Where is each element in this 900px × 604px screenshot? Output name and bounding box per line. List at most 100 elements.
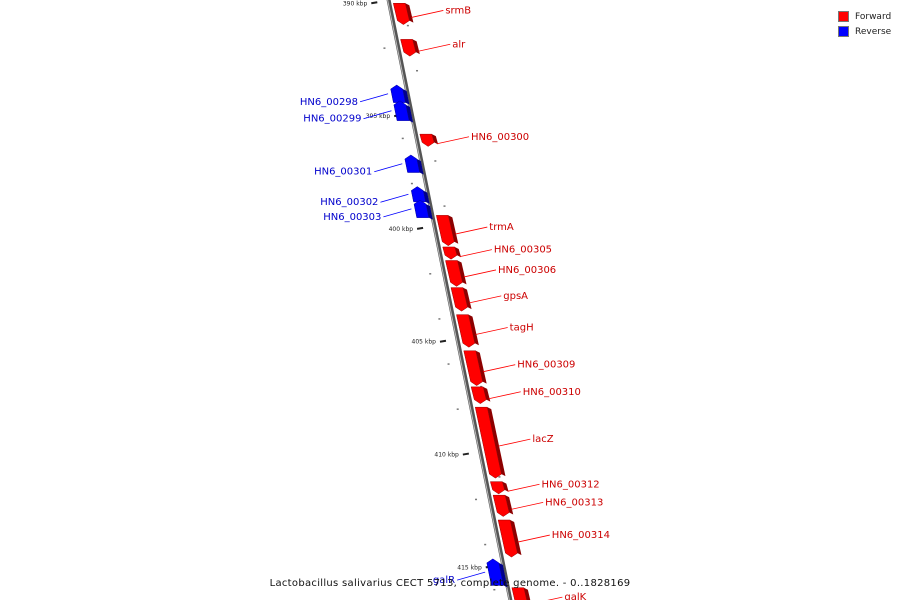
gene-label: srmB <box>445 5 471 16</box>
gene-label-leader <box>363 110 392 120</box>
legend: Forward Reverse <box>838 9 891 39</box>
forward-swatch-icon <box>838 11 849 22</box>
gene-body <box>390 84 406 103</box>
gene-side <box>454 246 462 258</box>
gene-label-leader <box>511 501 544 510</box>
gene-side <box>426 204 433 220</box>
gene-label-leader <box>517 534 550 543</box>
gene-label: HN6_00314 <box>552 530 610 541</box>
reverse-swatch-icon <box>838 26 849 37</box>
gene-label: HN6_00300 <box>471 132 529 143</box>
gene-body <box>490 481 505 495</box>
gene-body <box>470 386 487 404</box>
gene-body <box>511 587 527 600</box>
major-tick-label: 395 kbp <box>366 113 391 120</box>
legend-item-reverse: Reverse <box>838 24 891 39</box>
gene-label: HN6_00313 <box>545 497 603 508</box>
gene-side <box>498 562 508 588</box>
gene-label-leader <box>488 391 521 400</box>
gene-side <box>487 407 506 477</box>
gene-side <box>423 190 430 204</box>
gene-label: HN6_00306 <box>498 265 556 276</box>
gene-label-leader <box>359 93 389 103</box>
minor-tick <box>410 182 413 185</box>
gene-HN6_00305 <box>442 246 462 260</box>
gene-HN6_00309 <box>463 350 487 386</box>
gene-label-leader <box>498 438 531 447</box>
major-tick <box>462 452 470 456</box>
genome-backbone <box>386 0 513 600</box>
minor-tick <box>401 137 404 140</box>
gene-body <box>463 350 483 386</box>
minor-tick <box>484 543 487 546</box>
gene-side <box>468 314 479 346</box>
gene-label: galK <box>564 592 586 600</box>
minor-tick <box>438 318 441 320</box>
minor-tick <box>416 69 419 72</box>
gene-label: HN6_00309 <box>517 360 575 371</box>
minor-tick <box>493 588 496 591</box>
minor-tick <box>447 363 450 365</box>
minor-tick <box>475 498 478 501</box>
gene-tagH <box>456 314 479 348</box>
gene-side <box>416 158 424 175</box>
minor-tick <box>429 273 432 275</box>
gene-HN6_00313 <box>492 494 514 517</box>
gene-label-leader <box>469 295 502 304</box>
gene-body <box>450 287 468 312</box>
legend-label-forward: Forward <box>855 11 892 22</box>
gene-label: trmA <box>489 222 514 233</box>
gene-body <box>419 133 435 147</box>
gene-side <box>505 495 514 515</box>
gene-side <box>457 260 467 285</box>
gene-HN6_00306 <box>445 260 467 287</box>
gene-side <box>510 520 522 556</box>
major-tick <box>371 1 378 5</box>
gene-side <box>475 350 487 384</box>
gene-side <box>431 134 439 145</box>
minor-tick <box>434 160 437 162</box>
gene-HN6_00298 <box>390 84 410 105</box>
gene-side <box>402 89 410 105</box>
gene-label: HN6_00298 <box>300 97 358 108</box>
gene-body <box>497 519 518 558</box>
gene-body <box>474 406 502 479</box>
gene-trmA <box>436 215 459 247</box>
major-tick-label: 390 kbp <box>343 0 368 7</box>
minor-tick <box>406 24 409 27</box>
gene-HN6_00300 <box>419 133 439 147</box>
gene-galR <box>486 558 508 588</box>
gene-HN6_00312 <box>490 481 509 495</box>
gene-label: tagH <box>510 322 534 333</box>
minor-tick <box>443 205 446 207</box>
gene-side <box>405 3 414 23</box>
gene-label-leader <box>463 269 497 278</box>
gene-side <box>412 39 420 55</box>
gene-label-leader <box>374 163 403 173</box>
gene-label: HN6_00312 <box>542 479 600 490</box>
gene-label-leader <box>436 136 470 145</box>
gene-label: galR <box>433 575 455 586</box>
gene-label: gpsA <box>503 291 528 302</box>
gene-HN6_00310 <box>470 386 491 404</box>
gene-label-leader <box>457 571 486 581</box>
gene-lacZ <box>474 406 506 479</box>
gene-label: HN6_00303 <box>323 212 381 223</box>
gene-body <box>492 494 510 517</box>
minor-tick <box>456 408 459 410</box>
gene-label-leader <box>380 193 409 203</box>
gene-body <box>404 154 420 173</box>
gene-label: HN6_00305 <box>494 245 552 256</box>
gene-body <box>456 314 476 348</box>
gene-side <box>462 287 472 310</box>
genome-caption: Lactobacillus salivarius CECT 5713, comp… <box>269 578 631 589</box>
major-tick-label: 415 kbp <box>457 564 482 571</box>
gene-body <box>436 215 455 247</box>
gene-HN6_00301 <box>404 154 424 175</box>
gene-label-leader <box>483 364 516 373</box>
gene-body <box>400 39 417 57</box>
major-tick-label: 410 kbp <box>434 452 459 459</box>
gene-body <box>445 260 463 287</box>
